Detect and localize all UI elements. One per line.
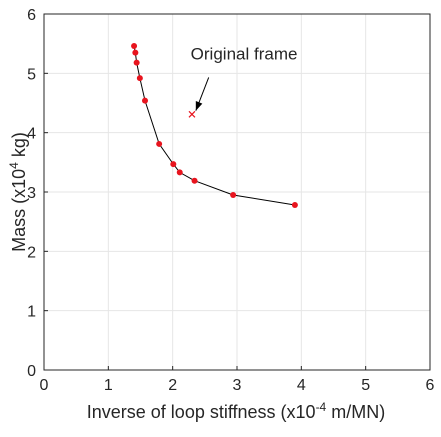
x-tick-label: 4 [297,377,306,394]
y-tick-label: 5 [27,66,36,83]
x-tick-label: 5 [361,377,370,394]
y-tick-label: 6 [27,7,36,24]
annotation-arrowhead [195,101,203,111]
data-point [291,202,298,209]
x-tick-label: 2 [168,377,177,394]
axes [43,13,431,371]
y-tick-label: 0 [27,363,36,380]
x-tick-label: 3 [233,377,242,394]
data-point [176,169,183,176]
data-series [131,43,298,209]
data-point [133,59,140,66]
data-point [142,97,149,104]
y-tick-label: 1 [27,304,36,321]
tick-labels: 0 1 2 3 4 5 6 0 1 2 3 4 5 6 [27,7,434,394]
data-point [136,75,143,82]
y-axis-label: Mass (x104 kg) [7,132,29,252]
data-point [170,161,177,168]
original-frame-marker [188,110,196,118]
y-tick-label: 2 [27,244,36,261]
data-point [156,140,163,147]
data-point [191,177,198,184]
y-tick-label: 3 [27,185,36,202]
x-tick-label: 1 [104,377,113,394]
annotation-label: Original frame [191,45,298,64]
x-axis-label: Inverse of loop stiffness (x10-4 m/MN) [87,400,385,422]
x-tick-label: 0 [40,377,49,394]
data-point [230,191,237,198]
data-point [132,49,139,56]
annotations: Original frame [188,45,298,118]
data-point [131,43,138,50]
x-tick-label: 6 [426,377,435,394]
y-tick-label: 4 [27,126,36,143]
